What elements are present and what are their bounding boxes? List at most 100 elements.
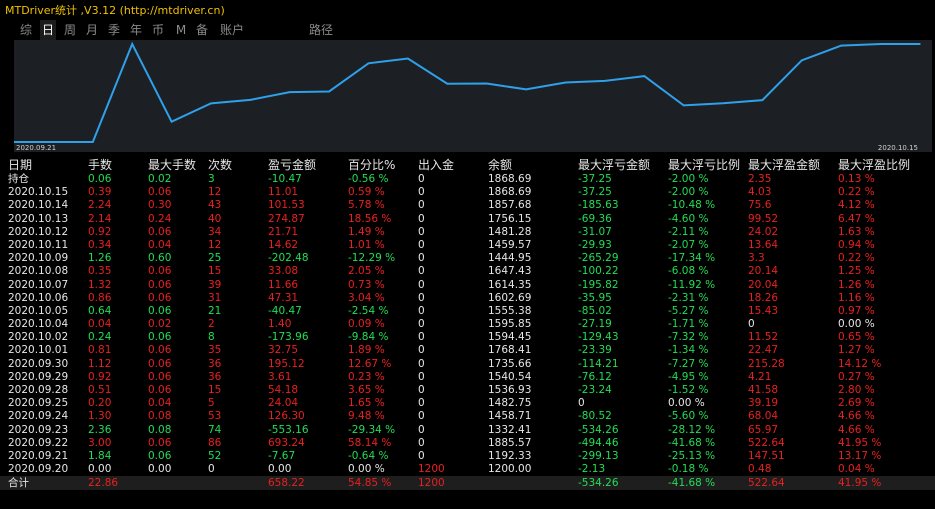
cell-col-5: 18.56 % [348,212,392,225]
cell-col-7: 1595.85 [488,318,532,331]
cell-col-10: 22.47 [748,344,779,357]
cell-col-8: -100.22 [578,265,619,278]
cell-col-11: 1.63 % [838,225,875,238]
tab-2[interactable]: 周 [63,23,76,37]
cell-col-3: 21 [208,304,222,317]
cell-col-5: -0.56 % [348,173,389,185]
cell-col-4: 11.01 [268,186,299,199]
cell-col-2: 0.08 [148,423,172,436]
cell-col-7: 1540.54 [488,370,532,383]
cell-col-1: 0.39 [88,186,112,199]
table-row: 2020.10.07 1.32 0.06 39 11.66 0.73 % 0 1614.35 -… [0,279,935,292]
cell-col-0: 2020.09.23 [8,423,69,436]
table-row: 2020.09.30 1.12 0.06 36 195.12 12.67 % 0 1735.6… [0,358,935,371]
cell-col-11: 0.65 % [838,331,875,344]
cell-col-2: 0.06 [148,186,172,199]
cell-col-1: 0.06 [88,173,112,185]
cell-col-10: 2.35 [748,173,772,185]
balance-point-7 [288,91,291,93]
cell-col-0: 2020.09.30 [8,357,69,370]
cell-col-2: 0.06 [148,265,172,278]
cell-col-5: 58.14 % [348,436,392,449]
cell-col-9: -4.95 % [668,370,709,383]
cell-col-6: 1200 [418,477,445,490]
cell-col-9: -17.34 % [668,252,716,265]
balance-point-16 [643,75,646,77]
cell-col-1: 0.86 [88,291,112,304]
cell-col-11: 41.95 % [838,436,882,449]
cell-col-3: 86 [208,436,222,449]
chart-scroll-handle[interactable] [927,40,933,152]
cell-col-2: 0.04 [148,238,172,251]
cell-col-7: 1459.57 [488,238,532,251]
balance-point-4 [170,120,173,123]
cell-col-7: 1768.41 [488,344,532,357]
cell-col-6: 0 [418,212,425,225]
cell-col-10: 65.97 [748,423,779,436]
cell-col-4: 3.61 [268,370,292,383]
tab-10[interactable]: 路径 [308,23,333,37]
cell-col-0: 2020.10.06 [8,291,69,304]
table-row: 2020.10.01 0.81 0.06 35 32.75 1.89 % 0 1768.41 -… [0,344,935,357]
cell-col-8: -31.07 [578,225,612,238]
cell-col-11: 0.97 % [838,304,875,317]
stats-table: 日期 手数 最大手数 次数 盈亏金额 百分比% 出入金 余额 最大浮亏金额 最大浮亏比例 最大浮盈金… [0,157,935,491]
tab-1[interactable]: 日 [40,20,56,40]
tab-6[interactable]: 币 [151,23,164,37]
cell-col-1: 0.20 [88,397,112,410]
cell-col-8: -37.25 [578,186,612,199]
cell-col-9: -1.71 % [668,318,709,331]
cell-col-4: -7.67 [268,449,296,462]
tab-5[interactable]: 年 [129,23,142,37]
cell-col-5: 0.00 % [348,463,385,476]
cell-col-6: 0 [418,304,425,317]
cell-col-4: 101.53 [268,199,305,212]
cell-col-5: -29.34 % [348,423,396,436]
cell-col-7: 1868.69 [488,173,532,185]
cell-col-3: 39 [208,278,222,291]
table-row: 2020.09.28 0.51 0.06 15 54.18 3.65 % 0 1536.93 -… [0,384,935,397]
cell-col-3: 25 [208,252,222,265]
cell-col-8: 最大浮亏金额 [578,158,651,172]
tab-7[interactable]: M [175,23,187,37]
cell-col-11: 4.12 % [838,199,875,212]
cell-col-11: 4.66 % [838,423,875,436]
cell-col-6: 0 [418,318,425,331]
cell-col-7: 1192.33 [488,449,532,462]
cell-col-6: 0 [418,370,425,383]
cell-col-11: 0.22 % [838,186,875,199]
cell-col-3: 2 [208,318,215,331]
cell-col-11: 1.25 % [838,265,875,278]
tab-0[interactable]: 综 [19,23,32,37]
cell-col-8: -534.26 [578,423,619,436]
cell-col-9: -7.27 % [668,357,709,370]
cell-col-3: 36 [208,357,222,370]
tab-9[interactable]: 账户 [219,23,244,37]
cell-col-0: 2020.10.04 [8,318,69,331]
cell-col-0: 2020.10.07 [8,278,69,291]
cell-col-0: 2020.10.01 [8,344,69,357]
balance-point-17 [682,104,685,107]
cell-col-5: 1.49 % [348,225,385,238]
cell-col-6: 0 [418,423,425,436]
balance-point-0 [14,141,15,143]
cell-col-8: -69.36 [578,212,612,225]
cell-col-2: 0.06 [148,449,172,462]
cell-col-2: 0.24 [148,212,172,225]
tab-8[interactable]: 备 [195,23,208,37]
tab-3[interactable]: 月 [85,23,98,37]
cell-col-6: 1200 [418,463,445,476]
cell-col-4: 14.62 [268,238,299,251]
cell-col-4: -10.47 [268,173,302,185]
cell-col-3: 3 [208,173,215,185]
cell-col-10: 147.51 [748,449,785,462]
cell-col-6: 0 [418,238,425,251]
cell-col-2: 0.04 [148,397,172,410]
tab-4[interactable]: 季 [107,23,120,37]
balance-point-19 [761,99,764,101]
cell-col-0: 2020.09.20 [8,463,69,476]
cell-col-0: 2020.10.11 [8,238,69,251]
cell-col-2: 0.00 [148,463,172,476]
cell-col-8: -37.25 [578,173,612,185]
cell-col-11: 13.17 % [838,449,882,462]
